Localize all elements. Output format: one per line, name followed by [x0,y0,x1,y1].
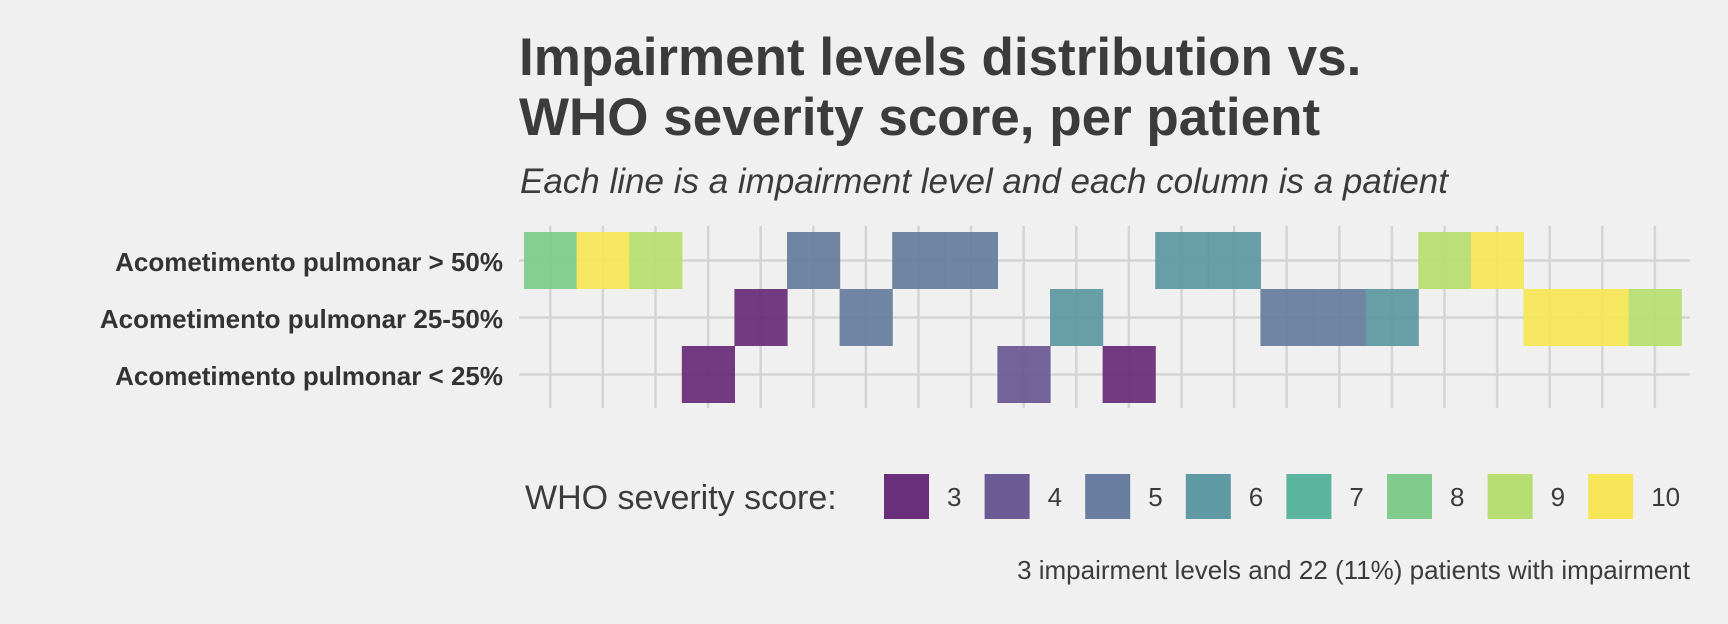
heatmap-cell [787,232,841,289]
legend-label-7: 7 [1349,482,1364,512]
legend-swatch-5 [1085,474,1131,519]
heatmap-cell [1365,289,1419,346]
legend-label-6: 6 [1248,482,1264,512]
heatmap-cell [1628,289,1682,346]
heatmap-cell [734,289,788,346]
legend-swatch-6 [1185,474,1231,519]
heatmap-cell [997,346,1051,403]
legend-label-9: 9 [1550,482,1566,512]
legend-label-8: 8 [1450,482,1465,512]
chart-title-line-1: Impairment levels distribution vs. [519,28,1362,87]
chart-subtitle: Each line is a impairment level and each… [520,162,1448,201]
legend-swatch-8 [1387,474,1432,519]
heatmap-cell [839,289,893,346]
heatmap-cell [1470,232,1524,289]
heatmap-cell [524,232,578,289]
heatmap-cell [1260,289,1314,346]
heatmap-cell [1313,289,1367,346]
heatmap-cell [892,232,946,289]
legend-swatch-4 [984,474,1030,519]
heatmap-cell [1050,289,1104,346]
row-label-25-50: Acometimento pulmonar 25-50% [99,304,503,334]
heatmap-cell [1523,289,1577,346]
heatmap-cell [1418,232,1472,289]
heatmap-cell [944,232,998,289]
heatmap-cell [1576,289,1630,346]
chart-title-line-2: WHO severity score, per patient [519,88,1321,147]
row-label-gt-50: Acometimento pulmonar > 50% [115,247,503,277]
chart-title: Impairment levels distribution vs. WHO s… [519,28,1669,148]
legend-label-5: 5 [1148,482,1163,512]
heatmap-cell [1207,232,1261,289]
legend-title: WHO severity score: [525,479,837,517]
heatmap-cell [629,232,683,289]
row-label-lt-25: Acometimento pulmonar < 25% [115,361,503,391]
legend-label-10: 10 [1651,482,1681,512]
legend-label-4: 4 [1047,482,1063,512]
heatmap-cell [576,232,630,289]
heatmap-cell [1102,346,1156,403]
chart-caption: 3 impairment levels and 22 (11%) patient… [1017,555,1690,585]
legend-label-3: 3 [947,482,962,512]
legend-swatch-7 [1286,474,1332,519]
legend-swatch-10 [1588,474,1634,519]
heatmap-cell [681,346,735,403]
legend-swatch-9 [1487,474,1533,519]
legend-swatch-3 [884,474,929,519]
heatmap-cell [1155,232,1209,289]
